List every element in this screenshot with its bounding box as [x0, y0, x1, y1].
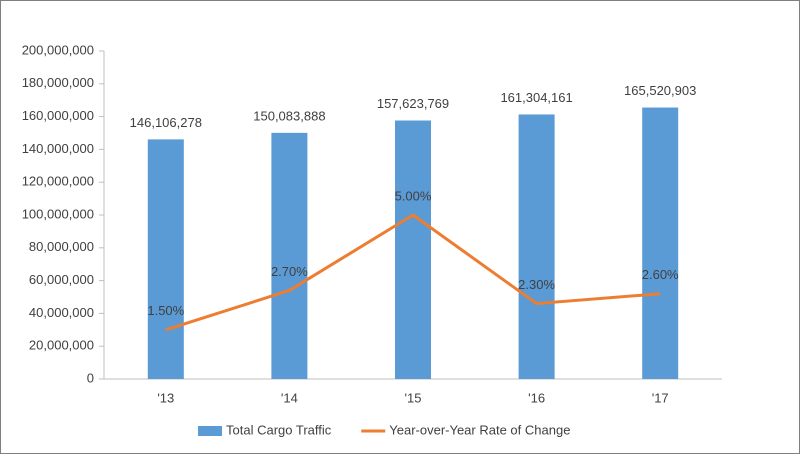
data-label: 5.00%: [395, 188, 432, 203]
data-label: 2.30%: [518, 277, 555, 292]
x-tick-label: '16: [528, 390, 545, 405]
legend-label: Total Cargo Traffic: [226, 422, 332, 437]
legend-marker: [198, 426, 222, 436]
y-tick-label: 0: [87, 370, 94, 385]
y-tick-label: 200,000,000: [22, 42, 94, 57]
data-label: 157,623,769: [377, 96, 449, 111]
y-tick-label: 140,000,000: [22, 141, 94, 156]
bar: [395, 120, 431, 380]
data-label: 146,106,278: [130, 115, 202, 130]
y-tick-label: 180,000,000: [22, 75, 94, 90]
data-label: 161,304,161: [500, 90, 572, 105]
data-label: 1.50%: [147, 303, 184, 318]
y-tick-label: 120,000,000: [22, 174, 94, 189]
data-label: 150,083,888: [253, 108, 325, 123]
line: [165, 213, 661, 332]
bar: [642, 107, 679, 379]
y-tick-label: 80,000,000: [29, 239, 94, 254]
legend-label: Year-over-Year Rate of Change: [389, 422, 570, 437]
x-tick-label: '15: [405, 390, 422, 405]
x-tick-label: '13: [157, 390, 174, 405]
bar: [271, 132, 308, 379]
y-tick-label: 100,000,000: [22, 206, 94, 221]
x-tick-label: '17: [652, 390, 669, 405]
y-tick-label: 40,000,000: [29, 305, 94, 320]
data-label: 2.60%: [642, 267, 679, 282]
bar: [147, 139, 184, 379]
data-label: 2.70%: [271, 264, 308, 279]
bar: [518, 114, 555, 379]
y-tick-label: 20,000,000: [29, 338, 94, 353]
data-label: 165,520,903: [624, 83, 696, 98]
y-tick-label: 60,000,000: [29, 272, 94, 287]
y-tick-label: 160,000,000: [22, 108, 94, 123]
x-tick-label: '14: [281, 390, 298, 405]
